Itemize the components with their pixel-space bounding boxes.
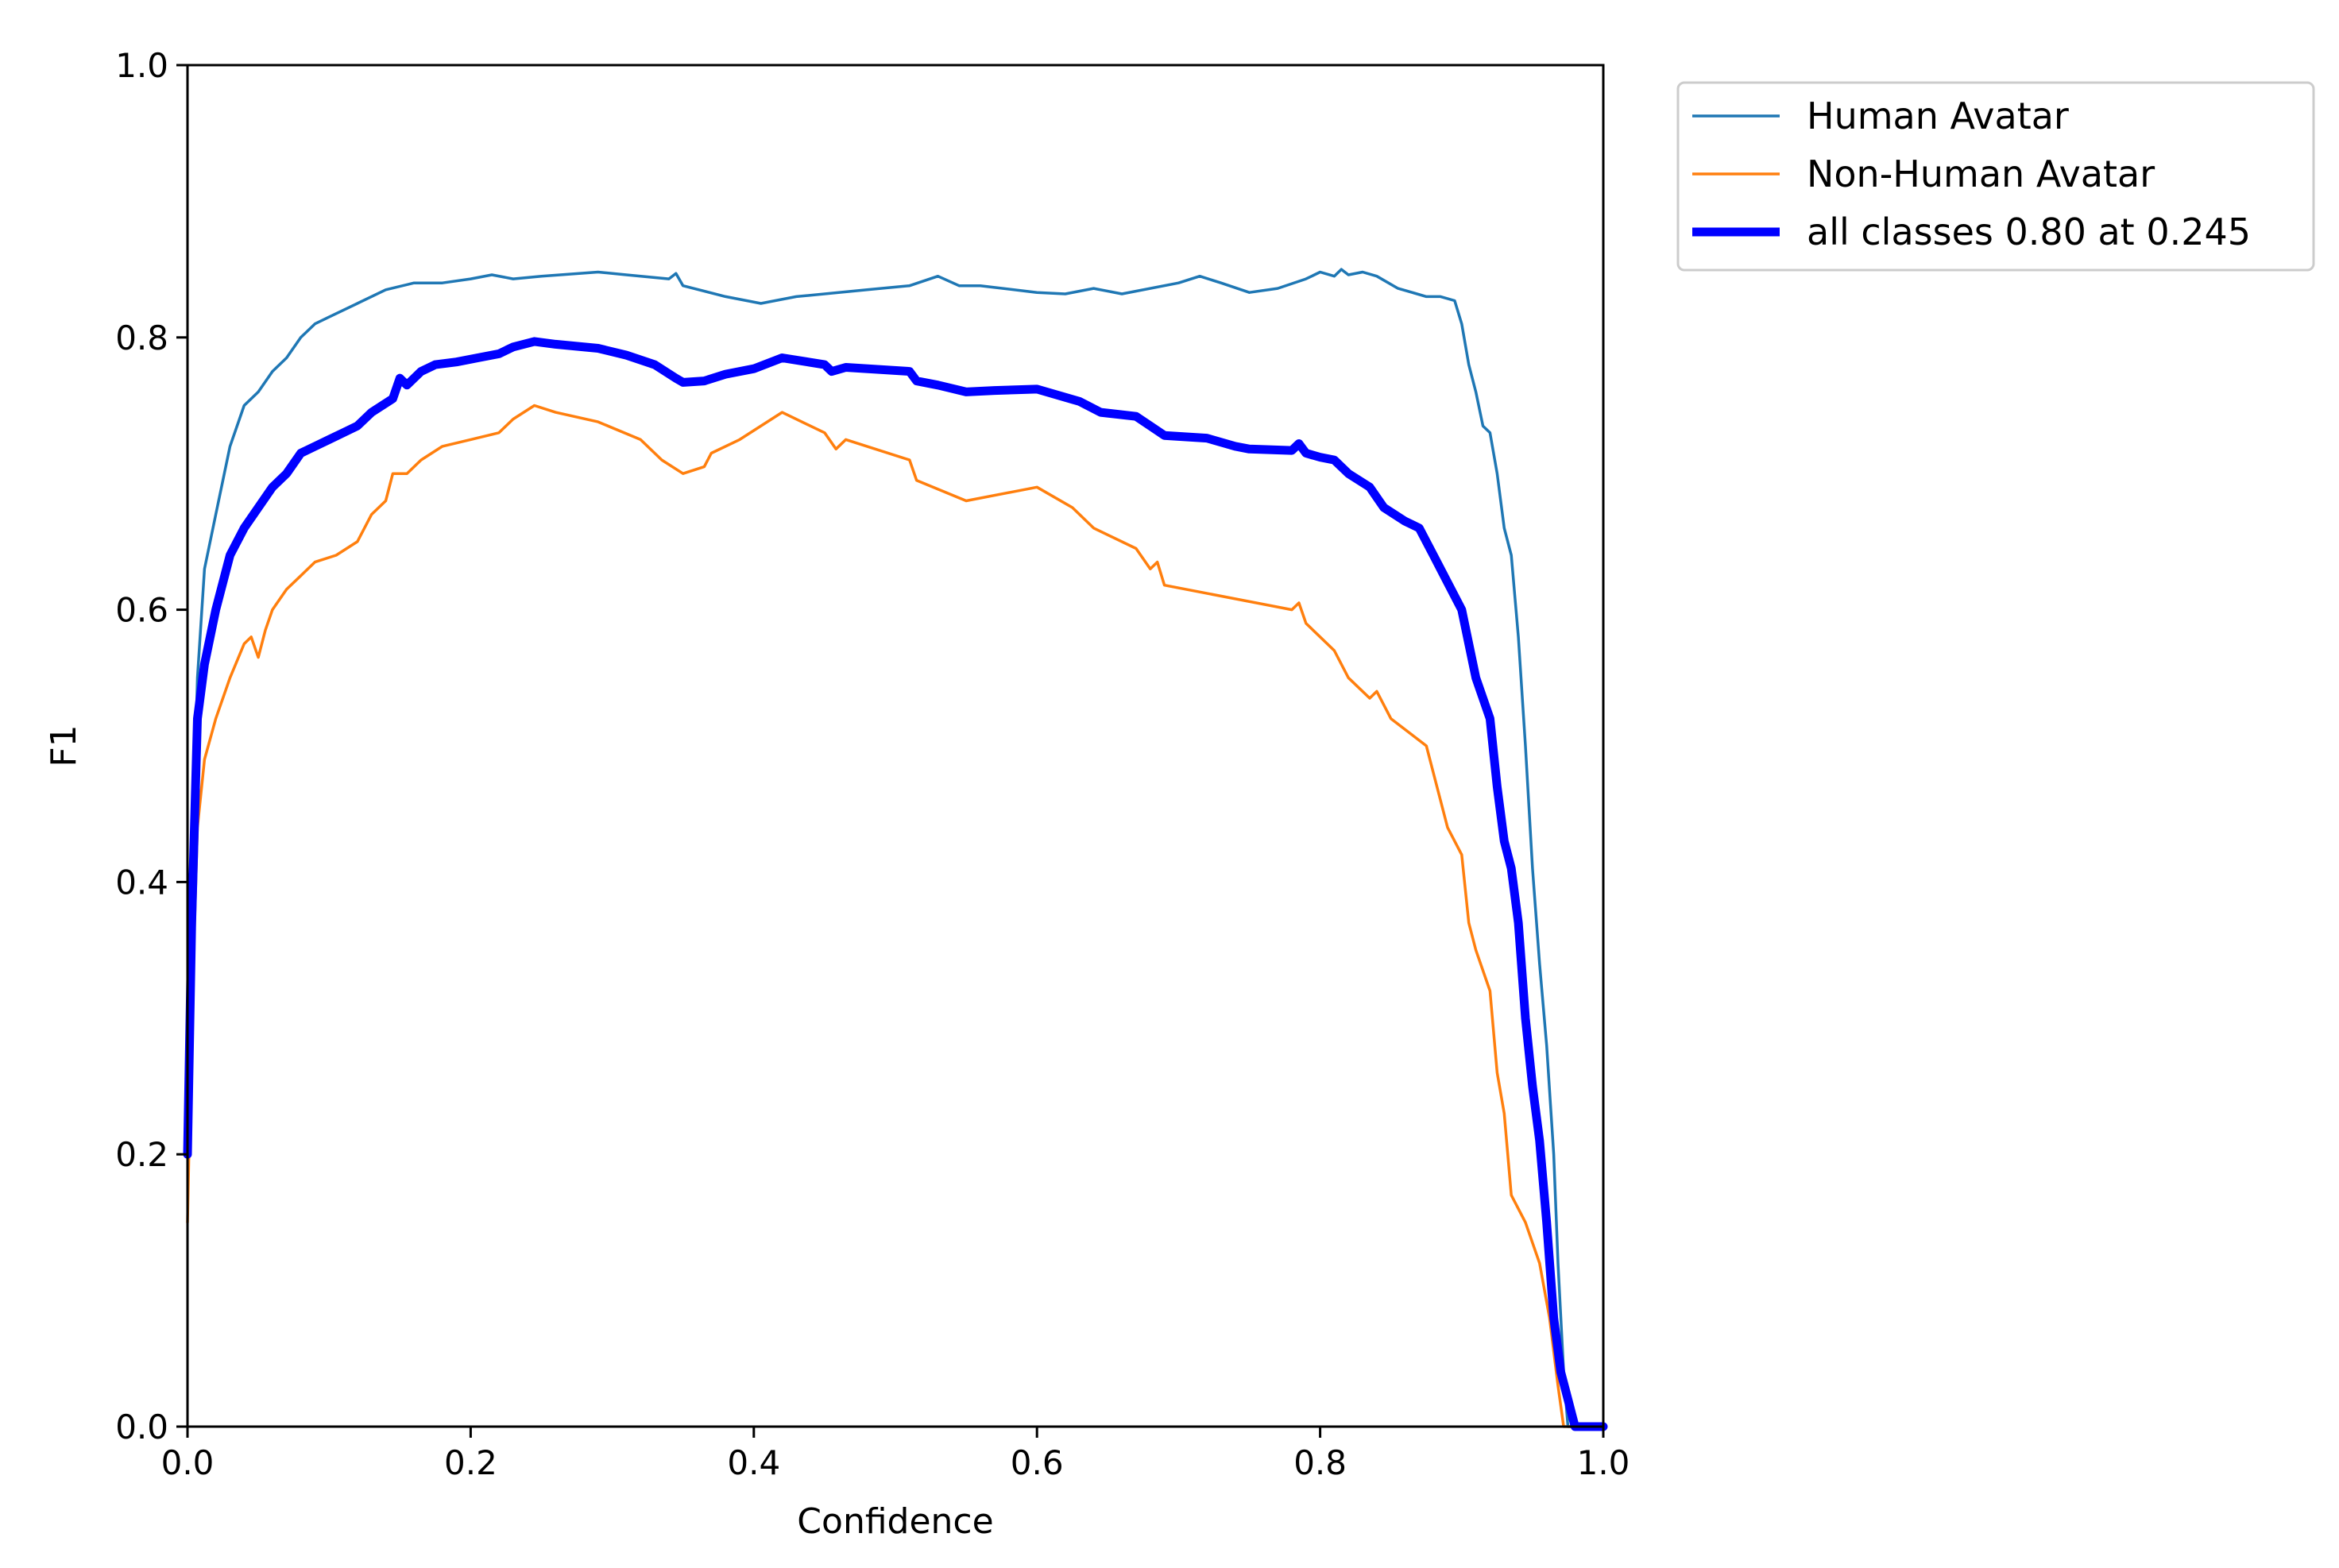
x-tick-label: 0.4 (727, 1443, 780, 1482)
y-tick-label: 0.8 (115, 319, 168, 357)
y-tick-label: 0.2 (115, 1135, 168, 1174)
y-axis: 0.0 0.2 0.4 0.6 0.8 1.0 (115, 46, 188, 1446)
plot-lines (183, 268, 1608, 1431)
y-tick-label: 0.6 (115, 591, 168, 630)
x-tick-label: 0.2 (444, 1443, 497, 1482)
y-tick-label: 0.4 (115, 863, 168, 902)
x-tick-label: 0.6 (1011, 1443, 1064, 1482)
plot-frame (186, 64, 1605, 1428)
legend-label-human-avatar: Human Avatar (1807, 95, 2069, 137)
y-tick-label: 0.0 (115, 1408, 168, 1446)
x-axis-label: Confidence (797, 1501, 993, 1542)
series-line-all-classes-0-80-at-0-245 (183, 337, 1608, 1431)
x-tick-label: 1.0 (1577, 1443, 1630, 1482)
x-axis: 0.0 0.2 0.4 0.6 0.8 1.0 (161, 1427, 1630, 1482)
legend-label-all-classes-0-80-at-0-245: all classes 0.80 at 0.245 (1807, 210, 2251, 253)
legend-label-non-human-avatar: Non-Human Avatar (1807, 153, 2155, 195)
series-line-non-human-avatar (186, 404, 1605, 1428)
legend: Human Avatar Non-Human Avatar all classes … (1676, 81, 2315, 272)
y-tick-label: 1.0 (115, 46, 168, 85)
legend-entries: Human Avatar Non-Human Avatar all classes … (1692, 95, 2251, 253)
legend-box (1676, 81, 2315, 272)
series-line-human-avatar (186, 268, 1605, 1428)
x-tick-label: 0.8 (1293, 1443, 1347, 1482)
y-axis-label: F1 (44, 724, 84, 767)
x-tick-label: 0.0 (161, 1443, 215, 1482)
